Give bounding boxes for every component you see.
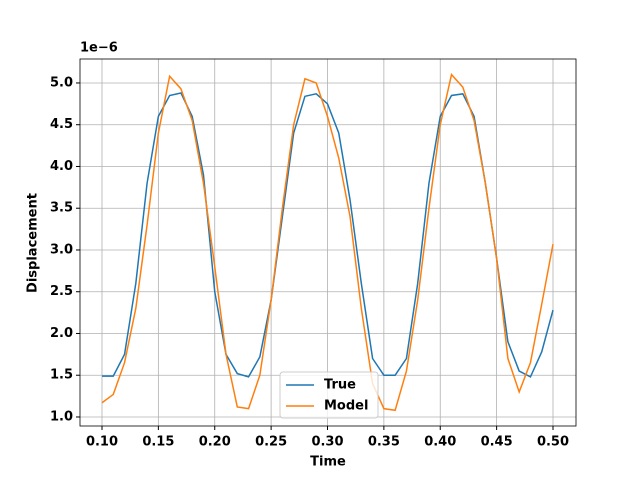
x-tick-label: 0.45 [481,435,513,450]
y-tick-label: 2.0 [50,326,73,341]
legend-label: Model [324,399,368,414]
x-tick-label: 0.20 [199,435,231,450]
y-tick-label: 3.5 [50,201,73,216]
x-tick-label: 0.40 [424,435,456,450]
legend: True Model [279,371,379,419]
x-tick-label: 0.10 [86,435,118,450]
series-line [101,73,554,412]
legend-label: True [324,378,356,393]
y-tick-label: 5.0 [50,75,73,90]
y-tick-label: 2.5 [50,284,73,299]
y-tick-label: 3.0 [50,242,73,257]
x-tick-label: 0.35 [368,435,400,450]
y-tick-label: 4.5 [50,117,73,132]
x-axis-label: Time [310,455,346,470]
x-tick-label: 0.25 [255,435,287,450]
y-axis-label: Displacement [26,193,41,293]
x-tick-label: 0.15 [142,435,174,450]
offset-text: 1e−6 [80,41,118,56]
y-tick-label: 1.5 [50,368,73,383]
y-tick-label: 4.0 [50,159,73,174]
axes-frame [79,58,577,427]
x-tick-label: 0.30 [311,435,343,450]
y-tick-label: 1.0 [50,409,73,424]
x-tick-label: 0.50 [537,435,569,450]
